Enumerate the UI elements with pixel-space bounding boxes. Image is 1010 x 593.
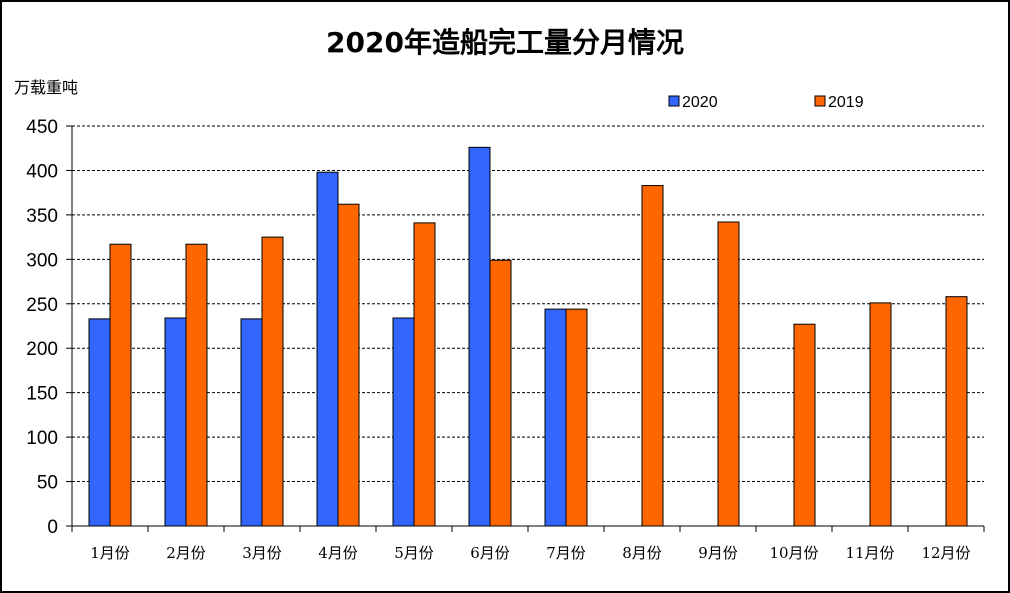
chart-title: 2020年造船完工量分月情况 [326,26,684,59]
bar-2019-9 [717,221,740,527]
bar-2019-4 [337,203,360,527]
y-tick-label: 450 [26,117,58,138]
x-tick-labels: 1月份 2月份 3月份 4月份 5月份 6月份 7月份 8月份 9月份 10月份 11月份 12月份 [90,544,970,562]
legend: 2020 2019 [668,94,864,111]
bar-2020-6 [468,146,491,527]
legend-swatch-2020 [668,95,680,107]
legend-label-2019: 2019 [828,94,864,111]
bar-2019-7 [565,308,588,527]
legend-label-2020: 2020 [682,94,718,111]
x-tick-label: 9月份 [698,544,738,562]
bar-2020-7 [544,308,567,527]
x-tick-label: 11月份 [845,544,894,562]
bar-2020-3 [240,318,263,527]
bar-2019-10 [793,323,816,527]
x-tick-label: 4月份 [318,544,358,562]
bar-2019-3 [261,236,284,527]
bar-2020-1 [88,318,111,527]
y-tick-label: 400 [26,161,58,182]
gridlines [72,125,984,483]
x-tick-label: 6月份 [470,544,510,562]
y-tick-label: 100 [26,428,58,449]
x-tick-label: 1月份 [90,544,130,562]
bar-2019-5 [413,222,436,527]
y-axis-label: 万载重吨 [14,78,78,97]
x-tick-label: 12月份 [921,544,970,562]
y-tick-labels: 0 50 100 150 200 250 300 350 400 450 [26,117,58,538]
bar-2020-4 [316,171,339,527]
bar-2020-5 [392,317,415,527]
bar-2020-2 [164,317,187,527]
y-tick-label: 0 [47,517,58,538]
y-tick-label: 250 [26,295,58,316]
x-tick-label: 7月份 [546,544,586,562]
y-tick-label: 300 [26,250,58,271]
legend-swatch-2019 [814,95,826,107]
bar-2019-12 [945,296,968,527]
x-tick-label: 3月份 [242,544,282,562]
bars [88,146,968,527]
bar-2019-1 [109,243,132,527]
bar-2019-6 [489,259,512,527]
y-tick-label: 200 [26,339,58,360]
x-tick-label: 2月份 [166,544,206,562]
x-tick-label: 8月份 [622,544,662,562]
x-tick-label: 5月份 [394,544,434,562]
y-tick-label: 150 [26,384,58,405]
axes [66,125,985,532]
bar-2019-11 [869,302,892,527]
y-tick-label: 350 [26,206,58,227]
x-tick-label: 10月份 [769,544,818,562]
y-tick-label: 50 [37,473,58,494]
bar-2019-8 [641,185,664,527]
bar-2019-2 [185,243,208,527]
